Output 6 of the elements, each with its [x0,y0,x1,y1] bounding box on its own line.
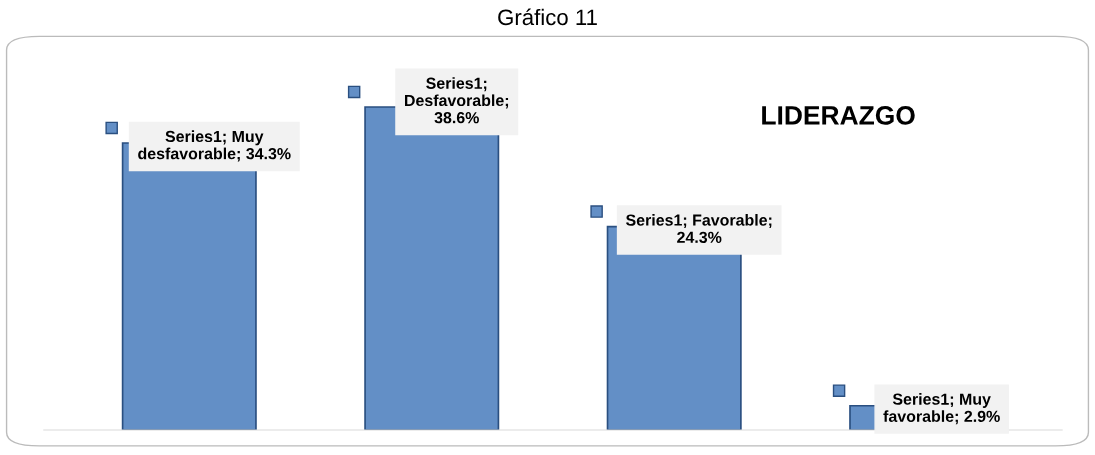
chart-subtitle: LIDERAZGO [762,106,915,125]
chart-title: Gráfico 11 [498,8,597,26]
data-label: Series1; Favorable; 24.3% [625,214,772,243]
data-label: Series1; Muy favorable; 2.9% [883,393,1000,425]
data-label: Series1; Muy desfavorable; 34.3% [138,130,291,162]
data-label: Series1; Desfavorable; 38.6% [405,77,509,124]
